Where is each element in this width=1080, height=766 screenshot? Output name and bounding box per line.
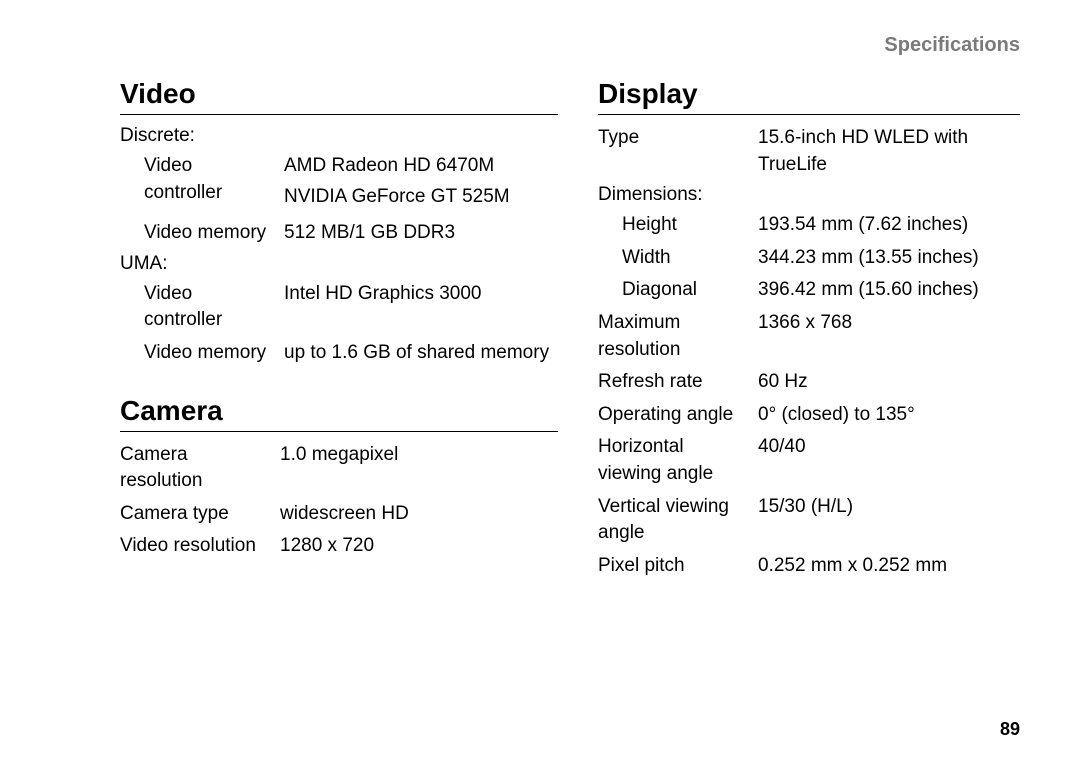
diagonal-label: Diagonal: [622, 277, 758, 304]
spec-row: Horizontal viewing angle 40/40: [598, 434, 1020, 487]
content-area: Video Discrete: Video controller AMD Rad…: [0, 0, 1080, 585]
left-column: Video Discrete: Video controller AMD Rad…: [120, 78, 558, 585]
camera-resolution-label: Camera resolution: [120, 442, 280, 495]
uma-memory-label: Video memory: [144, 340, 284, 367]
spec-row: Vertical viewing angle 15/30 (H/L): [598, 494, 1020, 547]
height-value: 193.54 mm (7.62 inches): [758, 212, 1020, 239]
camera-section-title: Camera: [120, 395, 558, 432]
uma-controller-label: Video controller: [144, 281, 284, 334]
maxres-value: 1366 x 768: [758, 310, 1020, 363]
refresh-label: Refresh rate: [598, 369, 758, 396]
vertview-value: 15/30 (H/L): [758, 494, 1020, 547]
discrete-memory-label: Video memory: [144, 220, 284, 247]
pixelpitch-label: Pixel pitch: [598, 553, 758, 580]
maxres-label: Maximum resolution: [598, 310, 758, 363]
uma-memory-value: up to 1.6 GB of shared memory: [284, 340, 558, 367]
controller-value-1: AMD Radeon HD 6470M: [284, 153, 558, 180]
height-label: Height: [622, 212, 758, 239]
page-header: Specifications: [884, 34, 1020, 57]
spec-row: Operating angle 0° (closed) to 135°: [598, 402, 1020, 429]
spec-row: Video memory up to 1.6 GB of shared memo…: [120, 340, 558, 367]
vertview-label: Vertical viewing angle: [598, 494, 758, 547]
discrete-subheader: Discrete:: [120, 125, 558, 147]
discrete-controller-value: AMD Radeon HD 6470M NVIDIA GeForce GT 52…: [284, 153, 558, 214]
camera-videores-label: Video resolution: [120, 533, 280, 560]
display-type-label: Type: [598, 125, 758, 178]
page-number: 89: [1000, 719, 1020, 740]
camera-type-label: Camera type: [120, 501, 280, 528]
camera-videores-value: 1280 x 720: [280, 533, 558, 560]
spec-row: Video controller AMD Radeon HD 6470M NVI…: [120, 153, 558, 214]
spec-row: Maximum resolution 1366 x 768: [598, 310, 1020, 363]
discrete-controller-label: Video controller: [144, 153, 284, 214]
spec-row: Camera type widescreen HD: [120, 501, 558, 528]
spec-row: Diagonal 396.42 mm (15.60 inches): [598, 277, 1020, 304]
width-value: 344.23 mm (13.55 inches): [758, 245, 1020, 272]
spec-row: Video resolution 1280 x 720: [120, 533, 558, 560]
camera-resolution-value: 1.0 megapixel: [280, 442, 558, 495]
opangle-value: 0° (closed) to 135°: [758, 402, 1020, 429]
display-type-value: 15.6-inch HD WLED with TrueLife: [758, 125, 1020, 178]
spec-row: Video controller Intel HD Graphics 3000: [120, 281, 558, 334]
display-section-title: Display: [598, 78, 1020, 115]
spec-row: Type 15.6-inch HD WLED with TrueLife: [598, 125, 1020, 178]
diagonal-value: 396.42 mm (15.60 inches): [758, 277, 1020, 304]
right-column: Display Type 15.6-inch HD WLED with True…: [598, 78, 1020, 585]
spec-row: Pixel pitch 0.252 mm x 0.252 mm: [598, 553, 1020, 580]
spec-row: Height 193.54 mm (7.62 inches): [598, 212, 1020, 239]
opangle-label: Operating angle: [598, 402, 758, 429]
spec-row: Refresh rate 60 Hz: [598, 369, 1020, 396]
discrete-memory-value: 512 MB/1 GB DDR3: [284, 220, 558, 247]
controller-value-2: NVIDIA GeForce GT 525M: [284, 184, 558, 211]
spec-row: Width 344.23 mm (13.55 inches): [598, 245, 1020, 272]
refresh-value: 60 Hz: [758, 369, 1020, 396]
pixelpitch-value: 0.252 mm x 0.252 mm: [758, 553, 1020, 580]
video-section-title: Video: [120, 78, 558, 115]
camera-type-value: widescreen HD: [280, 501, 558, 528]
horizview-value: 40/40: [758, 434, 1020, 487]
uma-subheader: UMA:: [120, 253, 558, 275]
width-label: Width: [622, 245, 758, 272]
uma-controller-value: Intel HD Graphics 3000: [284, 281, 558, 334]
dimensions-subheader: Dimensions:: [598, 184, 1020, 206]
spec-row: Video memory 512 MB/1 GB DDR3: [120, 220, 558, 247]
horizview-label: Horizontal viewing angle: [598, 434, 758, 487]
spec-row: Camera resolution 1.0 megapixel: [120, 442, 558, 495]
